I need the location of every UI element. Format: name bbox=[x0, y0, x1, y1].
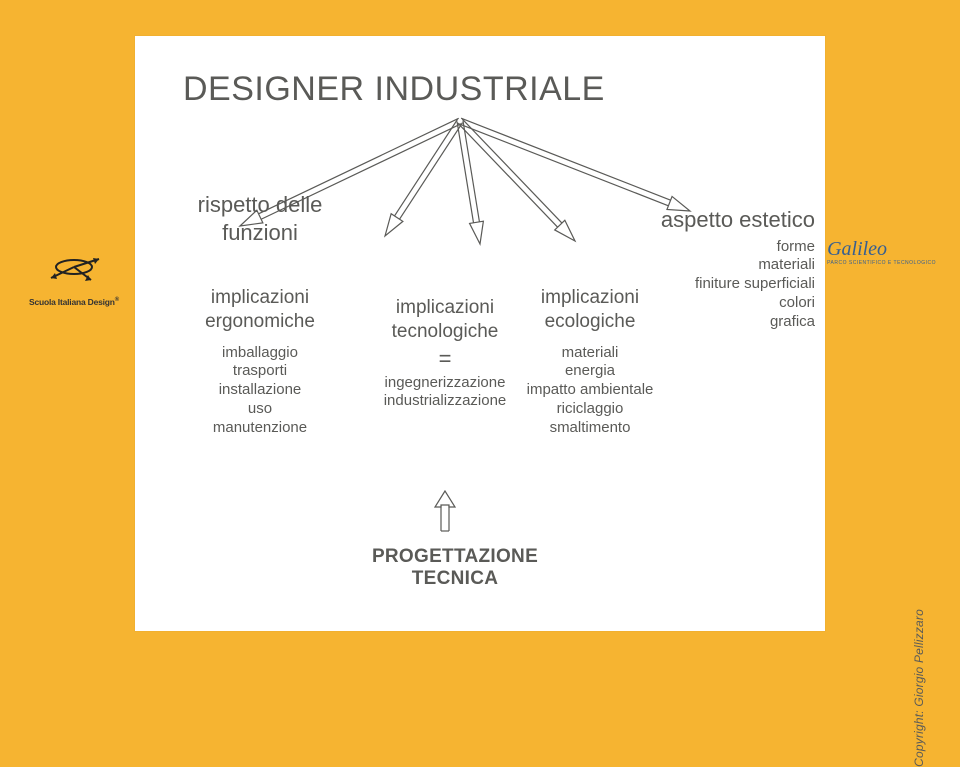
galileo-logo-subtitle: PARCO SCIENTIFICO E TECNOLOGICO bbox=[827, 261, 936, 266]
col4-item-1: forme bbox=[777, 238, 815, 255]
col2-heading-2: tecnologiche bbox=[392, 321, 499, 342]
col1-heading-2: funzioni bbox=[222, 220, 298, 245]
col3-item-1: materiali bbox=[562, 344, 619, 361]
col1-item-3: installazione bbox=[219, 381, 302, 398]
col-aspetto-estetico: aspetto estetico forme materiali finitur… bbox=[635, 206, 815, 331]
col1-item-4: uso bbox=[248, 400, 272, 417]
col3-item-5: smaltimento bbox=[550, 419, 631, 436]
copyright-text: Copyright: Giorgio Pellizzaro bbox=[912, 609, 926, 767]
col4-item-3: finiture superficiali bbox=[695, 275, 815, 292]
col3-item-3: impatto ambientale bbox=[527, 381, 654, 398]
sid-logo-text: Scuola Italiana Design bbox=[29, 297, 115, 307]
col3-heading-2: ecologiche bbox=[545, 311, 636, 332]
col4-heading: aspetto estetico bbox=[635, 206, 815, 234]
col4-item-5: grafica bbox=[770, 313, 815, 330]
sid-logo-icon bbox=[37, 246, 111, 288]
col1-sub-heading-2: ergonomiche bbox=[205, 311, 315, 332]
diagram-card: DESIGNER INDUSTRIALE rispetto delle funz… bbox=[135, 36, 825, 631]
logo-scuola-italiana-design: Scuola Italiana Design® bbox=[26, 246, 122, 307]
col3-item-4: riciclaggio bbox=[557, 400, 624, 417]
col1-item-5: manutenzione bbox=[213, 419, 307, 436]
col2-item-1: ingegnerizzazione bbox=[385, 374, 506, 391]
col1-heading-1: rispetto delle bbox=[198, 192, 323, 217]
bottom-label: PROGETTAZIONE TECNICA bbox=[345, 546, 565, 590]
col1-sub-heading-1: implicazioni bbox=[211, 287, 309, 308]
col2-heading-1: implicazioni bbox=[396, 297, 494, 318]
col2-item-2: industrializzazione bbox=[384, 392, 507, 409]
col3-item-2: energia bbox=[565, 362, 615, 379]
page-title: DESIGNER INDUSTRIALE bbox=[183, 70, 605, 109]
col-rispetto-funzioni: rispetto delle funzioni implicazioni erg… bbox=[175, 191, 345, 437]
col4-item-2: materiali bbox=[758, 256, 815, 273]
col1-item-2: trasporti bbox=[233, 362, 287, 379]
col3-heading-1: implicazioni bbox=[541, 287, 639, 308]
sid-logo-label: Scuola Italiana Design® bbox=[26, 297, 122, 307]
col4-item-4: colori bbox=[779, 294, 815, 311]
galileo-logo-name: Galileo bbox=[827, 239, 936, 259]
col1-item-1: imballaggio bbox=[222, 344, 298, 361]
